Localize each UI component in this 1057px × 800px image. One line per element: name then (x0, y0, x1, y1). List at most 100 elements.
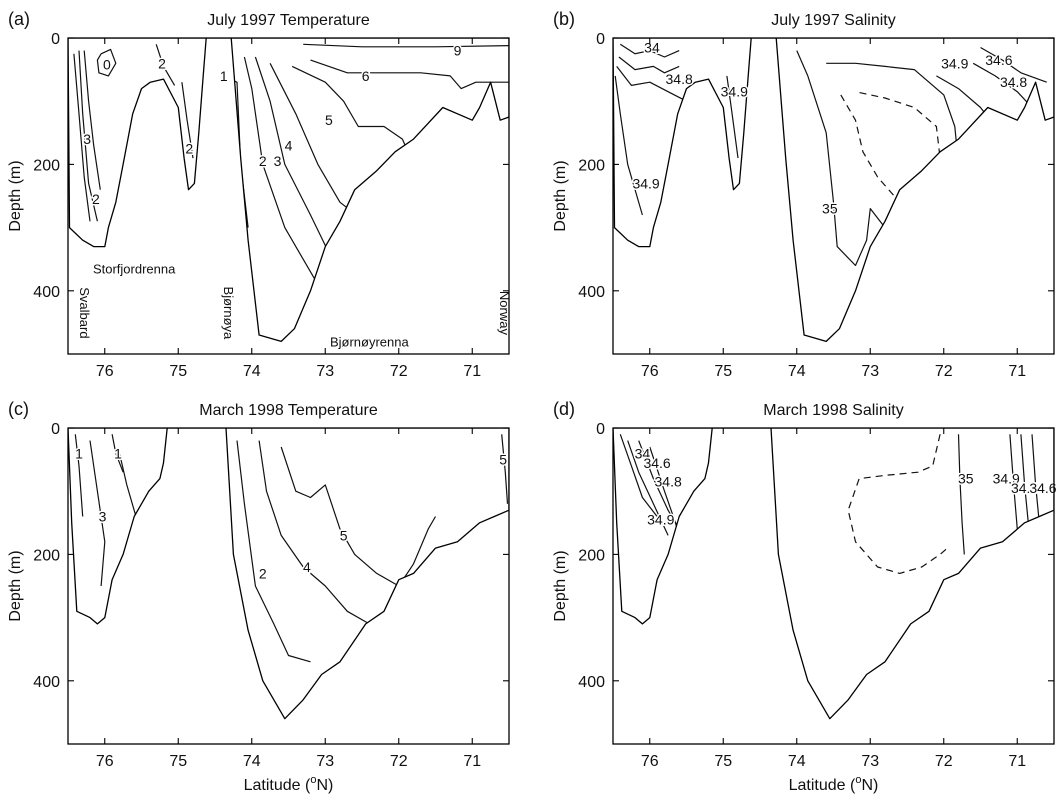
plot-frame (67, 37, 510, 355)
contour-label: 34.8 (655, 474, 682, 490)
contour-line-9 (303, 43, 509, 48)
contour-label: 34.8 (1011, 480, 1038, 496)
x-tick-label: 72 (935, 363, 953, 380)
contour-line-34-6 (1031, 434, 1040, 523)
contour-label: 2 (158, 55, 166, 71)
x-tick-label: 75 (169, 753, 187, 770)
contour-label: 2 (259, 565, 267, 581)
contour-label: 34 (644, 39, 660, 55)
contour-label: 34.6 (643, 455, 670, 471)
y-tick-label: 0 (51, 421, 60, 438)
contour-label: 34.9 (941, 55, 968, 71)
contour-group (74, 434, 509, 663)
contour-line-34 (619, 434, 658, 517)
contour-label: 34.6 (1029, 480, 1056, 496)
x-tick-label: 71 (463, 363, 481, 380)
contour-label: 34.9 (647, 512, 674, 528)
x-tick-label: 71 (463, 753, 481, 770)
x-tick-label: 75 (714, 363, 732, 380)
y-tick-label: 0 (51, 31, 60, 48)
contour-line-5 (501, 434, 509, 504)
contour-label: 34.9 (993, 471, 1020, 487)
x-tick-label: 72 (935, 753, 953, 770)
x-tick-label: 76 (641, 363, 659, 380)
contour-label: 34.8 (1000, 74, 1027, 90)
x-tick-label: 71 (1008, 753, 1026, 770)
contour-label: 5 (340, 527, 348, 543)
contour-line-34-6 (627, 440, 669, 536)
x-axis-label: Latitude (oN) (789, 774, 879, 794)
plot-frame (612, 37, 1055, 355)
plot-frame (67, 427, 510, 745)
x-tick-label: 73 (861, 363, 879, 380)
contour-label: 1 (220, 68, 228, 84)
y-axis-label: Depth (m) (7, 160, 24, 231)
contour-label: 4 (303, 559, 311, 575)
contour-label: 34 (635, 445, 651, 461)
x-tick-label: 75 (714, 753, 732, 770)
x-tick-label: 74 (243, 753, 261, 770)
contour-label: 35 (822, 201, 838, 217)
x-tick-label: 71 (1008, 363, 1026, 380)
place-label: Svalbard (77, 287, 92, 338)
panel-label: (b) (553, 9, 575, 29)
x-tick-label: 73 (316, 363, 334, 380)
contour-label: 6 (362, 68, 370, 84)
x-tick-label: 76 (641, 753, 659, 770)
y-tick-label: 200 (578, 547, 605, 564)
contour-line-34-9 (726, 75, 739, 159)
contour-line-34-8 (638, 440, 680, 530)
contour-line-2 (181, 82, 194, 159)
y-axis-label: Depth (m) (7, 550, 24, 621)
contour-line-2 (236, 440, 311, 663)
panel-c: 1 1 3 2 4 5 5 76 75 74 73 72 71 0 200 400 March 1998 Tem… (7, 399, 510, 794)
place-label: Bjørnøya (221, 287, 236, 341)
y-tick-label: 400 (578, 284, 605, 301)
contour-line-1 (74, 434, 84, 517)
x-tick-label: 73 (861, 753, 879, 770)
contour-line-3 (73, 53, 91, 222)
contour-label: 34.8 (666, 71, 693, 87)
contour-line-6 (310, 59, 509, 90)
contour-line-0 (96, 48, 117, 77)
x-tick-label: 76 (96, 753, 114, 770)
contour-line-4 (258, 440, 370, 625)
x-tick-label: 72 (390, 753, 408, 770)
panel-label: (a) (8, 9, 30, 29)
contour-label: 5 (499, 452, 507, 468)
panel-label: (d) (553, 399, 575, 419)
y-tick-label: 400 (33, 674, 60, 691)
contour-label: 2 (259, 153, 267, 169)
contour-line-2 (243, 56, 315, 279)
contour-line-34-8 (1020, 434, 1029, 523)
contour-line-34-9 (614, 75, 643, 216)
panel-title: July 1997 Temperature (207, 12, 370, 29)
contour-label: 0 (103, 57, 111, 73)
x-tick-label: 74 (788, 363, 806, 380)
contour-line-2 (155, 44, 176, 86)
contour-label: 4 (285, 137, 293, 153)
x-axis-label: Latitude (oN) (244, 774, 334, 794)
contour-line-35-05 (847, 434, 948, 575)
contour-label: 9 (454, 43, 462, 59)
plot-frame (612, 427, 1055, 745)
contour-label: 3 (274, 153, 282, 169)
panel-label: (c) (8, 399, 29, 419)
x-tick-label: 73 (316, 753, 334, 770)
x-tick-label: 74 (243, 363, 261, 380)
x-tick-label: 76 (96, 363, 114, 380)
y-tick-label: 0 (596, 421, 605, 438)
panel-title: July 1997 Salinity (771, 12, 896, 29)
place-label: Norway (497, 291, 512, 336)
y-tick-label: 200 (33, 157, 60, 174)
y-tick-label: 200 (578, 157, 605, 174)
contour-label: 34.9 (632, 175, 659, 191)
place-label: Bjørnøyrenna (330, 334, 410, 349)
contour-label: 3 (99, 508, 107, 524)
contour-label: 1 (114, 445, 122, 461)
y-tick-label: 200 (33, 547, 60, 564)
contour-label: 35 (958, 471, 974, 487)
